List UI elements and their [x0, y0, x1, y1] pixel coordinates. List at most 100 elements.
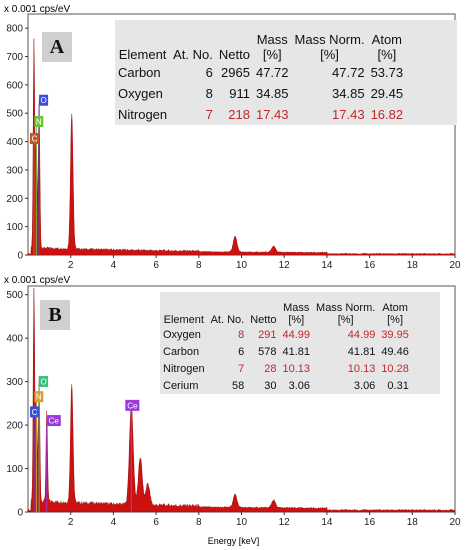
- composition-table-b: Element At. No. Netto Mass [%] Mass Norm…: [160, 292, 440, 394]
- y-unit-label-a: x 0.001 cps/eV: [4, 4, 71, 15]
- table-row: Carbon 6 578 41.81 41.81 49.46: [160, 343, 412, 360]
- cell-atom: 39.95: [381, 328, 409, 341]
- x-tick-label: 16: [364, 260, 376, 271]
- table-row: Oxygen 8 291 44.99 44.99 39.95: [160, 326, 412, 343]
- element-marker-tag: [125, 399, 140, 411]
- cell-mass-norm: 34.85: [332, 86, 365, 101]
- col-mass-norm-text: Mass Norm. [%]: [294, 32, 365, 62]
- element-marker-tag: [39, 94, 49, 106]
- x-axis-label-b: Energy [keV]: [207, 536, 260, 546]
- y-tick-label: 400: [6, 334, 23, 345]
- cell-element: Oxygen: [118, 86, 163, 101]
- element-marker-text: C: [32, 135, 38, 144]
- y-tick-label: 0: [17, 508, 23, 519]
- cell-element: Oxygen: [163, 328, 201, 341]
- x-tick-label: 10: [236, 260, 248, 271]
- cell-element: Nitrogen: [163, 362, 205, 375]
- table-row: Nitrogen 7 218 17.43 17.43 16.82: [115, 104, 406, 125]
- col-atom: Atom [%]: [378, 292, 412, 326]
- x-tick-label: 2: [68, 517, 74, 528]
- table-header-row: Element At. No. Netto Mass [%] Mass Norm…: [160, 292, 412, 326]
- element-marker-tag: [39, 375, 49, 387]
- element-marker-tag: [34, 115, 44, 127]
- cell-netto: 2965: [221, 65, 250, 80]
- cell-mass-norm: 3.06: [353, 379, 376, 392]
- col-netto: Netto: [218, 47, 250, 62]
- col-mass: Mass [%]: [253, 20, 292, 62]
- element-marker-text: Ce: [127, 401, 138, 410]
- cell-netto: 291: [258, 328, 277, 341]
- y-tick-label: 600: [6, 80, 23, 91]
- cell-at-no: 7: [205, 107, 213, 122]
- y-unit-label-b: x 0.001 cps/eV: [4, 275, 71, 286]
- spectrum-panel-a: 2 4 6 8 10 12 14 16 18 20 0 100 200 300 400 500 600 700 80…: [0, 0, 467, 272]
- col-element: Element: [163, 314, 204, 326]
- x-tick-label: 10: [236, 517, 248, 528]
- y-tick-label: 500: [6, 290, 23, 301]
- composition-table-a: Element At. No. Netto Mass [%] Mass Norm…: [115, 20, 457, 125]
- cell-mass: 41.81: [282, 345, 311, 358]
- x-tick-label: 12: [279, 260, 291, 271]
- cell-mass-norm: 44.99: [347, 328, 376, 341]
- spectrum-panel-b: 2 4 6 8 10 12 14 16 18 20 0 100 200 300 400 500 O N C Ce Ce …: [0, 272, 467, 550]
- cell-mass: 17.43: [255, 107, 289, 122]
- panel-label-b: B: [40, 300, 70, 330]
- y-tick-label: 100: [6, 222, 23, 233]
- col-atom-text: Atom [%]: [371, 32, 403, 62]
- cell-at-no: 7: [238, 362, 245, 375]
- col-mass-norm: Mass Norm. [%]: [313, 292, 378, 326]
- cell-element: Nitrogen: [118, 107, 168, 122]
- col-at-no: At. No.: [173, 47, 213, 62]
- cell-element: Carbon: [118, 65, 161, 80]
- x-tick-label: 4: [111, 260, 117, 271]
- x-tick-label: 20: [449, 517, 461, 528]
- col-atom-text: Atom [%]: [382, 302, 408, 326]
- cell-at-no: 8: [205, 86, 213, 101]
- table-row: Nitrogen 7 28 10.13 10.13 10.28: [160, 360, 412, 377]
- y-tick-label: 300: [6, 377, 23, 388]
- cell-netto: 28: [264, 362, 277, 375]
- x-tick-label: 14: [321, 260, 333, 271]
- col-atom: Atom [%]: [368, 20, 407, 62]
- x-tick-label: 12: [279, 517, 291, 528]
- y-tick-label: 500: [6, 109, 23, 120]
- cell-mass-norm: 47.72: [332, 65, 365, 80]
- y-tick-label: 400: [6, 137, 23, 148]
- cell-netto: 578: [258, 345, 277, 358]
- cell-mass: 44.99: [282, 328, 311, 341]
- x-tick-label: 18: [407, 260, 419, 271]
- y-tick-label: 200: [6, 194, 23, 205]
- y-tick-label: 800: [6, 24, 23, 35]
- x-tick-label: 16: [364, 517, 376, 528]
- cell-mass: 34.85: [255, 86, 289, 101]
- col-element: Element: [118, 47, 167, 62]
- cell-atom: 16.82: [370, 107, 404, 122]
- cell-mass-norm: 41.81: [347, 345, 376, 358]
- col-mass: Mass [%]: [280, 292, 314, 326]
- element-marker-text: O: [40, 377, 46, 386]
- cell-atom: 53.73: [370, 65, 404, 80]
- element-marker-text: C: [32, 408, 38, 417]
- cell-atom: 0.31: [387, 379, 409, 392]
- table-row: Cerium 58 30 3.06 3.06 0.31: [160, 377, 412, 394]
- x-tick-label: 6: [153, 260, 159, 271]
- cell-atom: 10.28: [381, 362, 409, 375]
- table-row: Carbon 6 2965 47.72 47.72 53.73: [115, 62, 406, 83]
- cell-netto: 30: [264, 379, 277, 392]
- x-tick-label: 18: [407, 517, 419, 528]
- table-header-row: Element At. No. Netto Mass [%] Mass Norm…: [115, 20, 406, 62]
- y-tick-label: 100: [6, 464, 23, 475]
- cell-atom: 29.45: [370, 86, 404, 101]
- col-mass-text: Mass [%]: [283, 302, 310, 326]
- cell-mass-norm: 17.43: [332, 107, 365, 122]
- element-marker-tag: [34, 391, 44, 403]
- table-row: Oxygen 8 911 34.85 34.85 29.45: [115, 83, 406, 104]
- spectrum-area: [27, 38, 456, 256]
- cell-netto: 911: [229, 86, 250, 101]
- cell-at-no: 8: [238, 328, 245, 341]
- element-marker-tag: [46, 415, 61, 427]
- cell-mass: 47.72: [255, 65, 289, 80]
- panel-label-a: A: [42, 32, 72, 62]
- cell-at-no: 58: [231, 379, 245, 392]
- x-tick-label: 2: [68, 260, 74, 271]
